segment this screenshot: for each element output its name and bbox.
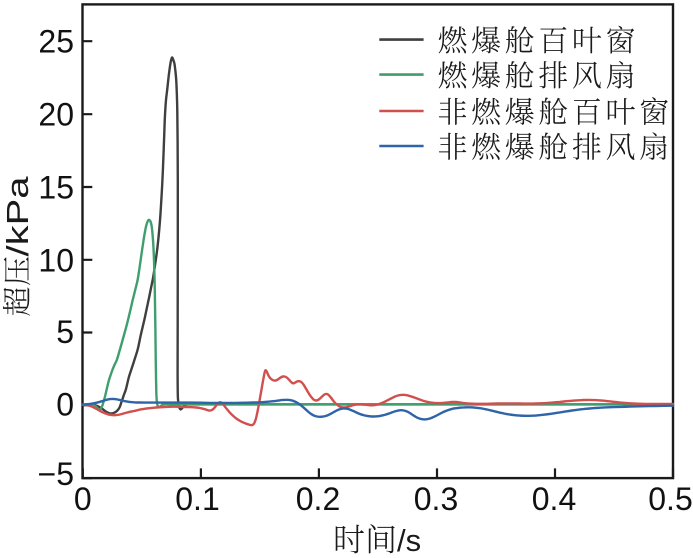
svg-text:0: 0	[74, 481, 92, 517]
svg-text:10: 10	[38, 242, 74, 278]
svg-text:/s: /s	[397, 523, 421, 558]
svg-text:5: 5	[56, 314, 74, 350]
svg-text:0.3: 0.3	[414, 481, 458, 517]
svg-text:0.2: 0.2	[296, 481, 340, 517]
svg-text:0: 0	[56, 387, 74, 423]
svg-text:0.5: 0.5	[648, 481, 692, 517]
svg-text:20: 20	[38, 97, 74, 133]
svg-text:−5: −5	[38, 456, 74, 492]
svg-text:25: 25	[38, 24, 74, 60]
svg-text:/kPa: /kPa	[0, 176, 35, 257]
svg-text:15: 15	[38, 170, 74, 206]
svg-text:0.1: 0.1	[175, 481, 219, 517]
svg-text:0.4: 0.4	[532, 481, 576, 517]
